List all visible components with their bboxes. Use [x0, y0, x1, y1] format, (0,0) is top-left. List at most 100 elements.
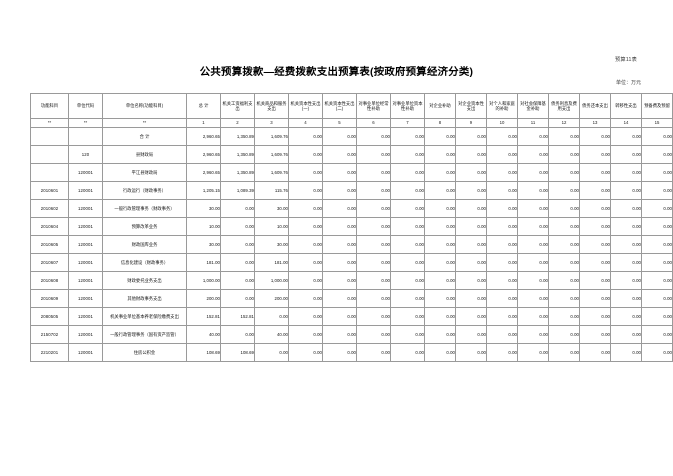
cell-unit-code: 120001 — [68, 271, 103, 290]
cell-amount: 0.00 — [356, 145, 391, 164]
cell-amount: 0.00 — [390, 199, 425, 218]
colnum-10: 8 — [424, 118, 456, 128]
cell-amount: 1,609.76 — [254, 145, 289, 164]
col-header-capital-one: 机关资本性支出(一) — [288, 93, 323, 119]
cell-amount: 0.00 — [486, 289, 518, 308]
cell-functional-code: 2010608 — [30, 271, 69, 290]
cell-amount: 0.00 — [548, 217, 580, 236]
table-row: 2010602 120001 一般行政管理事务（财政事务） 30.00 0.00 30.0… — [30, 199, 673, 218]
cell-amount: 0.00 — [220, 325, 255, 344]
cell-amount: 0.00 — [641, 163, 673, 182]
cell-amount: 0.00 — [424, 289, 456, 308]
cell-amount: 0.00 — [517, 343, 549, 362]
cell-amount: 0.00 — [641, 199, 673, 218]
cell-amount: 0.00 — [486, 307, 518, 326]
cell-amount: 30.00 — [186, 199, 221, 218]
cell-amount: 0.00 — [579, 325, 611, 344]
colnum-5: 3 — [254, 118, 289, 128]
cell-amount: 0.00 — [610, 163, 642, 182]
cell-amount: 0.00 — [424, 145, 456, 164]
cell-amount: 0.00 — [548, 271, 580, 290]
cell-amount: 0.00 — [322, 145, 357, 164]
cell-amount: 0.00 — [455, 325, 487, 344]
cell-amount: 0.00 — [486, 271, 518, 290]
cell-amount: 0.00 — [517, 181, 549, 200]
cell-amount: 40.00 — [254, 325, 289, 344]
cell-amount: 0.00 — [641, 127, 673, 146]
cell-amount: 0.00 — [579, 253, 611, 272]
cell-amount: 0.00 — [424, 127, 456, 146]
cell-amount: 0.00 — [288, 235, 323, 254]
colnum-7: 5 — [322, 118, 357, 128]
cell-amount: 0.00 — [579, 163, 611, 182]
cell-functional-code — [30, 163, 69, 182]
table-row: 2080505 120001 机关事业单位基本养老保险缴费支出 152.81 152.8… — [30, 307, 673, 326]
cell-amount: 181.00 — [186, 253, 221, 272]
cell-amount: 0.00 — [579, 181, 611, 200]
table-row: 2010607 120001 信息化建设（财政事务） 181.00 0.00 181.00… — [30, 253, 673, 272]
cell-amount: 0.00 — [517, 325, 549, 344]
cell-amount: 1,350.89 — [220, 145, 255, 164]
cell-amount: 0.00 — [356, 217, 391, 236]
cell-amount: 0.00 — [424, 343, 456, 362]
cell-amount: 0.00 — [322, 289, 357, 308]
cell-unit-code: 120001 — [68, 307, 103, 326]
cell-amount: 0.00 — [548, 325, 580, 344]
cell-amount: 0.00 — [288, 253, 323, 272]
cell-amount: 0.00 — [254, 307, 289, 326]
cell-amount: 0.00 — [424, 217, 456, 236]
colnum-8: 6 — [356, 118, 391, 128]
cell-amount: 0.00 — [390, 235, 425, 254]
cell-amount: 115.76 — [254, 181, 289, 200]
cell-amount: 0.00 — [288, 127, 323, 146]
cell-amount: 0.00 — [288, 343, 323, 362]
cell-unit-code: 120001 — [68, 343, 103, 362]
cell-amount: 0.00 — [288, 145, 323, 164]
cell-amount: 0.00 — [517, 271, 549, 290]
cell-amount: 2,960.65 — [186, 163, 221, 182]
cell-amount: 1,609.76 — [254, 127, 289, 146]
cell-amount: 0.00 — [288, 271, 323, 290]
cell-amount: 0.00 — [390, 163, 425, 182]
cell-functional-code: 2210201 — [30, 343, 69, 362]
cell-functional-code: 2010601 — [30, 181, 69, 200]
colnum-6: 4 — [288, 118, 323, 128]
cell-amount: 0.00 — [322, 253, 357, 272]
cell-amount: 0.00 — [390, 307, 425, 326]
cell-functional-code — [30, 145, 69, 164]
cell-amount: 0.00 — [486, 253, 518, 272]
cell-amount: 0.00 — [610, 271, 642, 290]
cell-amount: 0.00 — [455, 271, 487, 290]
table-header: 功能科目 单位代码 单位名称(功能科目) 总 计 机关工资福利支出 机关商品和服… — [30, 93, 673, 128]
cell-amount: 0.00 — [579, 145, 611, 164]
cell-amount: 0.00 — [548, 163, 580, 182]
cell-amount: 0.00 — [579, 307, 611, 326]
cell-amount: 0.00 — [356, 253, 391, 272]
cell-amount: 1,350.89 — [220, 163, 255, 182]
cell-amount: 0.00 — [610, 289, 642, 308]
cell-amount: 0.00 — [641, 325, 673, 344]
cell-amount: 0.00 — [548, 253, 580, 272]
cell-functional-code: 2150702 — [30, 325, 69, 344]
cell-amount: 0.00 — [610, 217, 642, 236]
colnum-4: 2 — [220, 118, 255, 128]
table-row: 2210201 120001 住房公积金 108.69 108.69 0.00 0.00 0.… — [30, 343, 673, 362]
cell-amount: 0.00 — [254, 343, 289, 362]
colnum-9: 7 — [390, 118, 425, 128]
cell-amount: 0.00 — [424, 307, 456, 326]
cell-amount: 0.00 — [548, 145, 580, 164]
cell-amount: 0.00 — [322, 343, 357, 362]
col-header-goods-services: 机关商品和服务支出 — [254, 93, 289, 119]
cell-amount: 0.00 — [579, 217, 611, 236]
cell-amount: 0.00 — [424, 181, 456, 200]
cell-amount: 0.00 — [322, 235, 357, 254]
cell-amount: 0.00 — [220, 217, 255, 236]
col-header-total: 总 计 — [186, 93, 221, 119]
cell-amount: 0.00 — [322, 181, 357, 200]
cell-amount: 0.00 — [424, 163, 456, 182]
cell-amount: 0.00 — [288, 181, 323, 200]
cell-amount: 0.00 — [455, 307, 487, 326]
form-code-label: 预算11表 — [615, 57, 637, 63]
cell-amount: 0.00 — [455, 199, 487, 218]
